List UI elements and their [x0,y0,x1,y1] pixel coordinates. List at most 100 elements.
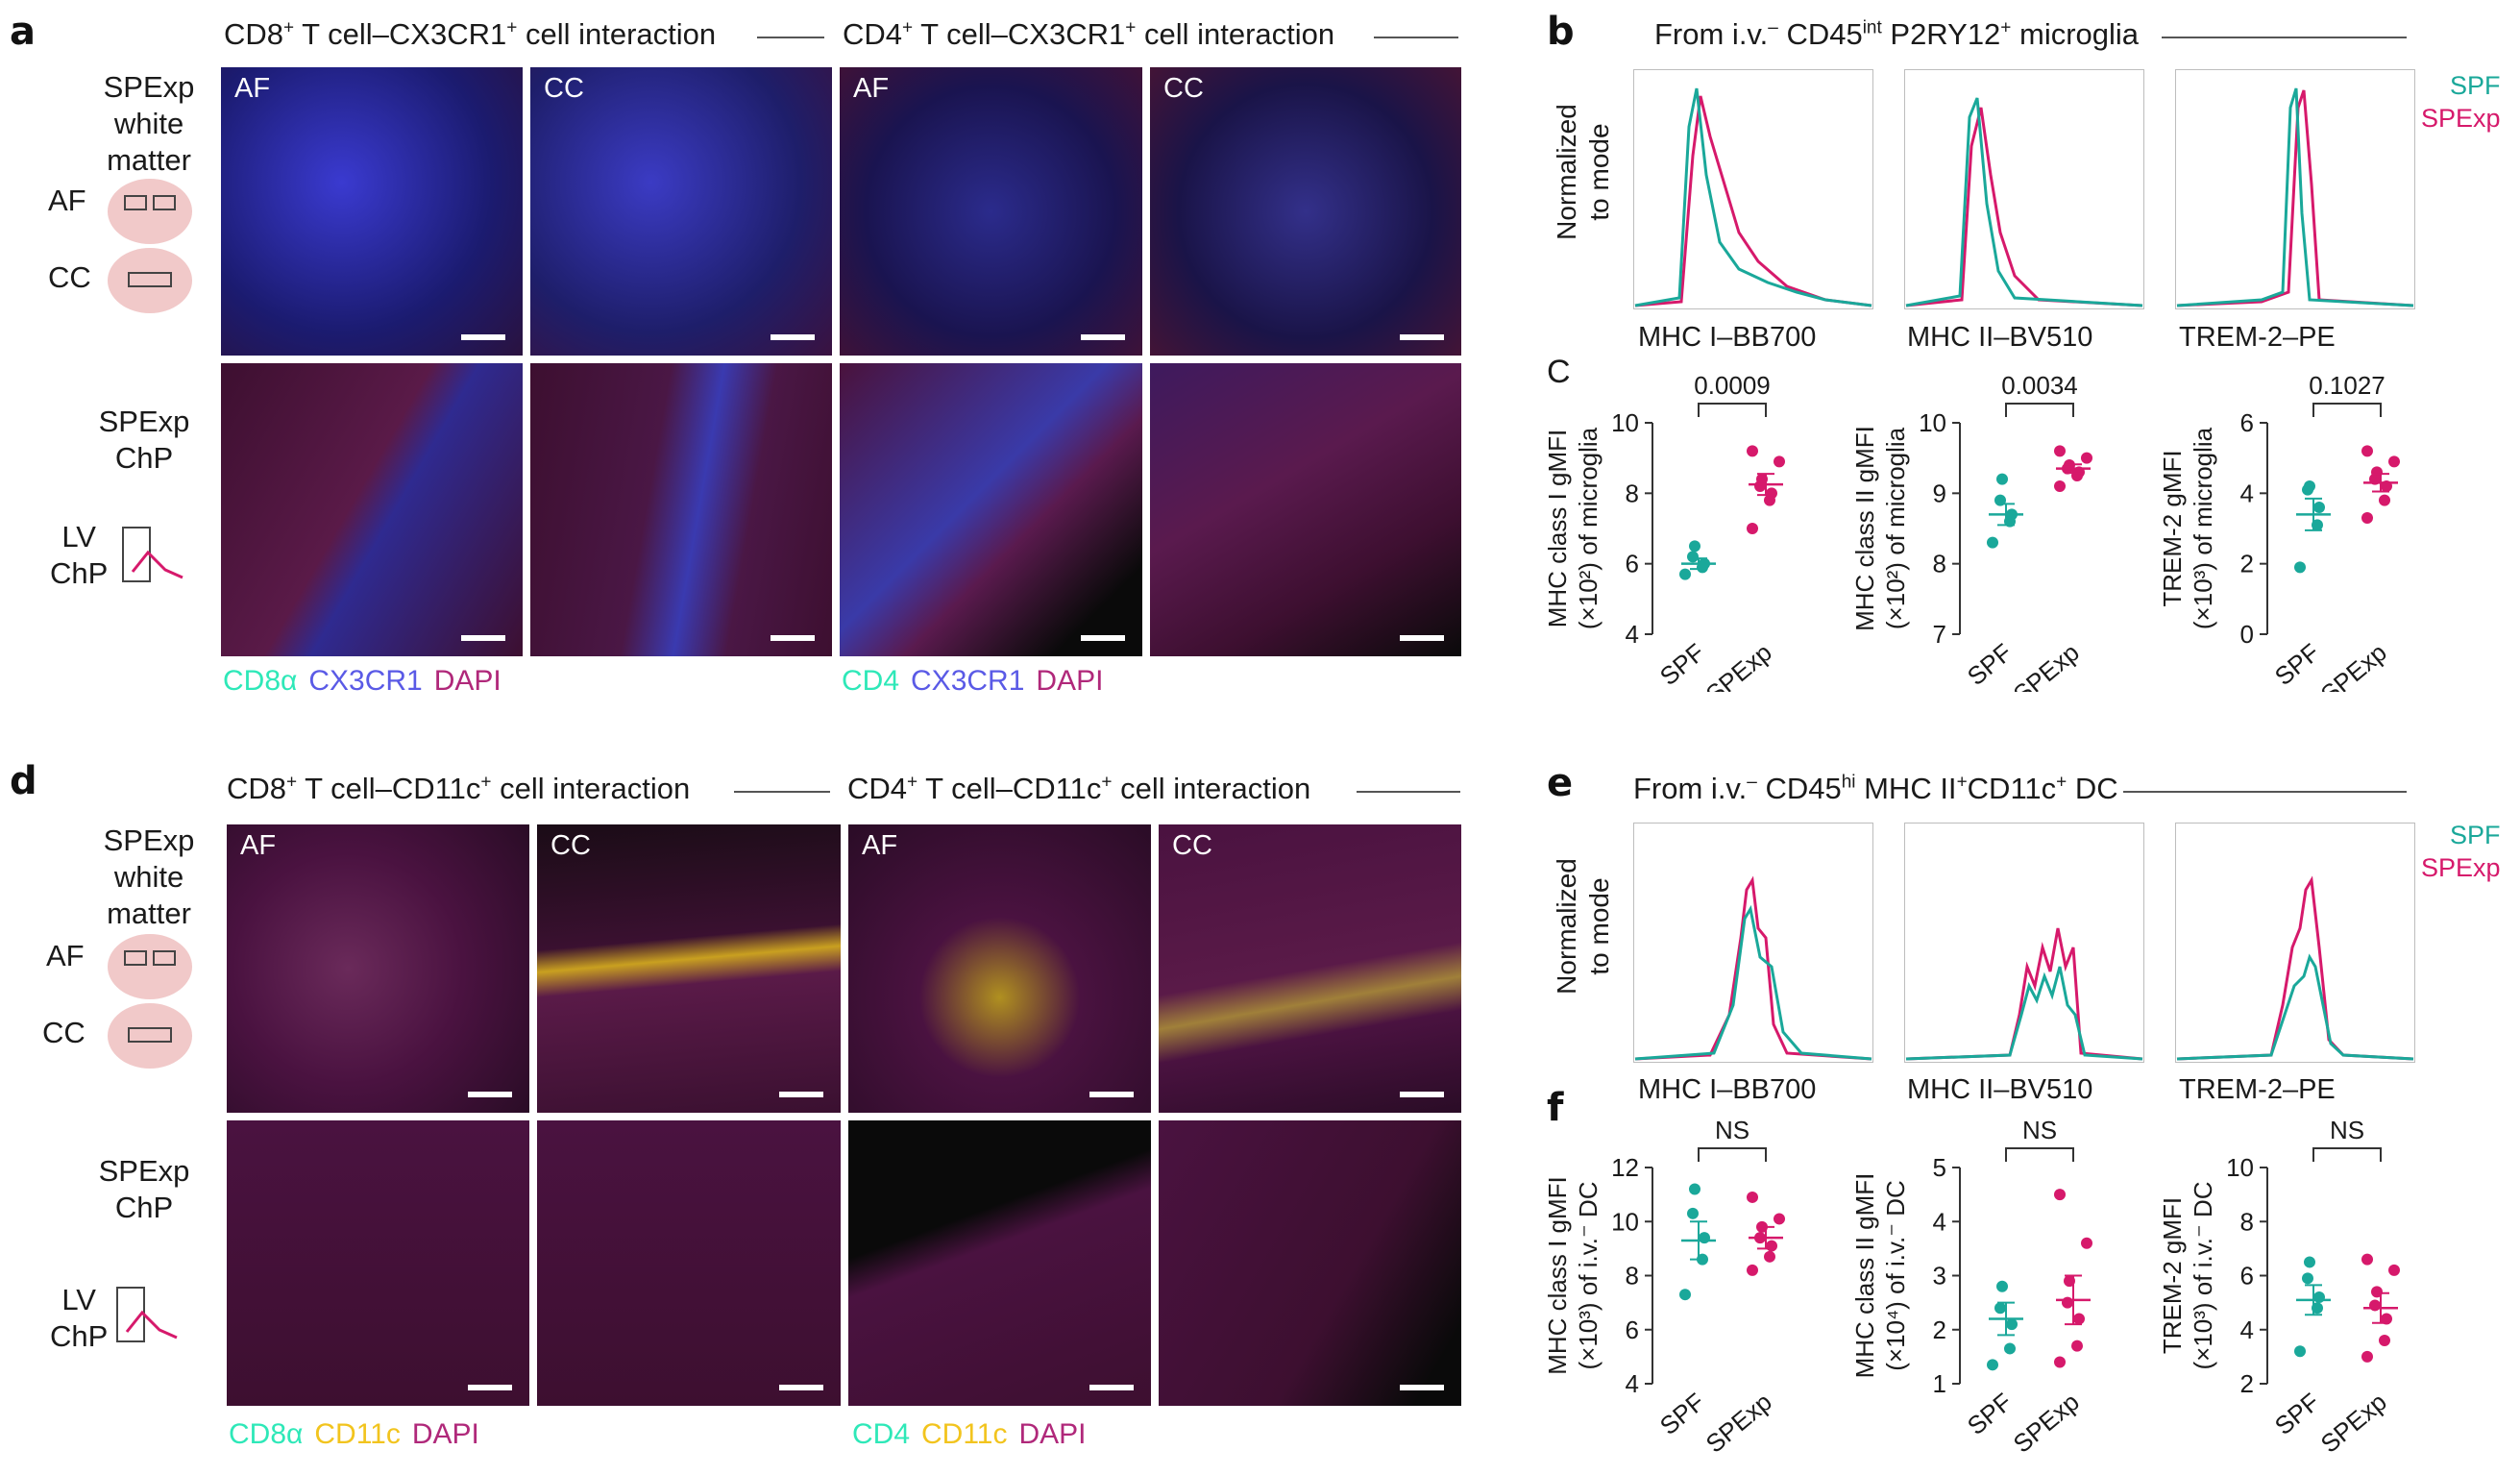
data-point [2062,1296,2073,1309]
panel-d-header-right: CD4+ T cell–CD11c+ cell interaction [847,772,1311,805]
cc-label: CC [48,260,91,294]
significance-bracket [2312,403,2382,417]
af-label: AF [48,184,86,217]
histogram-e-trem2 [2175,823,2415,1063]
y-tick-label: 4 [2240,1315,2254,1344]
data-point [2073,1313,2085,1325]
data-point [1766,487,1777,500]
y-tick-label: 8 [1933,550,1946,578]
y-axis-label: (×10⁴) of i.v.⁻ DC [1881,1180,1910,1371]
tile-tag: CC [1163,73,1204,104]
x-category-label: SPF [1654,1388,1710,1440]
y-tick-label: 10 [2226,1153,2254,1182]
micrograph-a-af-top: AF [221,67,523,356]
header-rule [2162,37,2407,38]
row-label-chp: SPExp ChP [98,1154,190,1224]
scale-bar [1400,1385,1444,1390]
micrograph-a-cc-top-cd4: CC [1150,67,1461,356]
lv-chp-label: LV ChP [50,520,109,590]
panel-letter-c: C [1547,354,1571,390]
scale-bar [771,334,815,340]
y-tick-label: 4 [2240,479,2254,507]
data-point [1687,1207,1699,1219]
x-category-label: SPF [1654,638,1710,691]
data-point [2304,480,2315,492]
hist-label: MHC II–BV510 [1907,322,2093,353]
panel-d-legend-right: CD4 CD11c DAPI [852,1418,1087,1450]
x-category-label: SPExp [2008,1388,2085,1459]
y-tick-label: 10 [1611,408,1639,437]
data-point [2071,1340,2083,1352]
data-point [1987,536,1998,549]
y-tick-label: 8 [1626,479,1639,507]
scale-bar [779,1385,823,1390]
micrograph-a-cc-top: CC [530,67,832,356]
tile-tag: CC [1172,830,1212,861]
p-value-label: 0.1027 [2309,371,2385,400]
histogram-e-mhcii [1904,823,2144,1063]
y-tick-label: 6 [2240,408,2254,437]
data-point [2313,502,2325,513]
data-point [2054,445,2066,457]
y-tick-label: 1 [1933,1369,1946,1398]
micrograph-a-af-top-cd4: AF [840,67,1142,356]
lv-chp-label: LV ChP [50,1283,109,1353]
hist-label: TREM-2–PE [2179,322,2336,353]
y-axis-label: (×10²) of microglia [1574,427,1603,629]
panel-letter-b: b [1547,10,1575,54]
data-point [1774,455,1785,468]
data-point [2081,452,2092,464]
panel-d-header-left: CD8+ T cell–CD11c+ cell interaction [227,772,691,805]
data-point [1687,551,1699,563]
scale-bar [461,334,505,340]
header-rule [757,37,824,38]
scale-bar [1081,635,1125,641]
scale-bar [1081,334,1125,340]
hist-label: MHC I–BB700 [1638,1074,1817,1105]
y-tick-label: 5 [1933,1153,1946,1182]
y-tick-label: 6 [1626,1315,1639,1344]
data-point [1766,1240,1777,1252]
y-tick-label: 8 [1626,1262,1639,1291]
data-point [1679,1289,1691,1301]
y-axis-label: MHC class II gMFI [1850,1173,1879,1379]
x-category-label: SPF [2269,638,2325,691]
micrograph-a-chp-4 [1150,363,1461,656]
significance-bracket [2312,1147,2382,1162]
scale-bar [461,635,505,641]
panel-d-legend-left: CD8α CD11c DAPI [229,1418,479,1450]
panel-letter-d: d [10,759,37,803]
x-category-label: SPExp [1700,1388,1777,1459]
header-rule [1357,791,1460,793]
micrograph-d-cc-top: CC [537,824,841,1113]
y-tick-label: 4 [1626,1369,1639,1398]
micrograph-d-cc-top-cd4: CC [1159,824,1461,1113]
hist-label: MHC I–BB700 [1638,322,1817,353]
data-point [2054,1189,2066,1201]
data-point [2054,1356,2066,1368]
y-axis-label: (×10³) of microglia [2189,427,2217,629]
x-category-label: SPF [1962,638,2018,691]
micrograph-a-chp-1 [221,363,523,656]
hist-label: TREM-2–PE [2179,1074,2336,1105]
micrograph-a-chp-3 [840,363,1142,656]
p-value-label: NS [2022,1119,2057,1144]
panel-e-legend: SPF SPExp [2421,819,2501,884]
scale-bar [468,1385,512,1390]
dotplot-f-mhcii: MHC class II gMFI (×10⁴) of i.v.⁻ DC 1 2 3 4 5… [1850,1119,2092,1459]
header-rule [734,791,830,793]
brain-schematic-icon [108,934,192,1069]
y-axis-label: MHC class I gMFI [1543,430,1572,628]
micrograph-a-chp-2 [530,363,832,656]
panel-b-ylabel: Normalized to mode [1552,104,1614,240]
y-tick-label: 10 [1919,408,1946,437]
histogram-b-trem2 [2175,69,2415,309]
data-point [1996,473,2008,485]
tile-tag: AF [862,830,898,861]
y-tick-label: 3 [1933,1262,1946,1291]
data-point [1689,540,1700,553]
legend-spf: SPF [2450,71,2501,100]
y-tick-label: 12 [1611,1153,1639,1182]
data-point [2294,1345,2306,1358]
data-point [2361,445,2373,457]
